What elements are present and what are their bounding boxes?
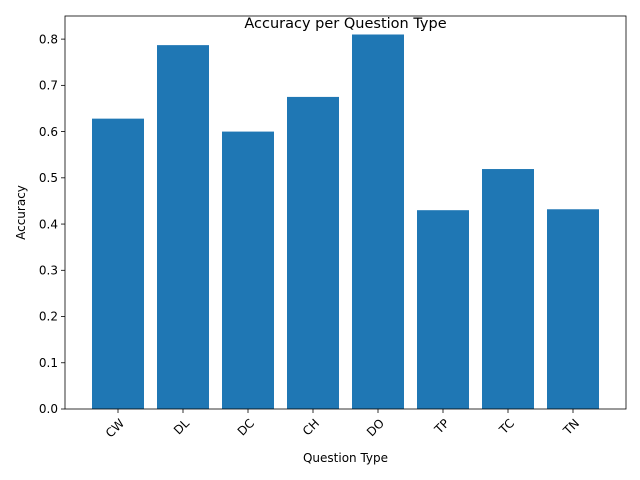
y-tick-label: 0.3 xyxy=(39,263,58,277)
x-tick-label: DC xyxy=(235,416,257,438)
y-tick-label: 0.8 xyxy=(39,32,58,46)
x-tick-label: TP xyxy=(431,416,452,437)
y-axis: 0.0 0.1 0.2 0.3 0.4 0.5 0.6 0.7 0.8 xyxy=(39,32,65,416)
bar-dl xyxy=(157,45,209,409)
y-axis-label: Accuracy xyxy=(14,185,28,240)
bar-tp xyxy=(417,210,469,409)
bars-group xyxy=(92,34,599,410)
y-tick-label: 0.1 xyxy=(39,356,58,370)
plot-frame xyxy=(64,15,627,410)
chart-title: Accuracy per Question Type xyxy=(244,16,446,32)
bar-cw xyxy=(92,118,144,410)
bar-tc xyxy=(482,169,534,409)
x-tick-label: TC xyxy=(496,416,517,437)
y-tick-label: 0.5 xyxy=(39,171,58,185)
y-tick-label: 0.6 xyxy=(39,125,58,139)
x-tick-label: TN xyxy=(560,416,582,438)
bar-ch xyxy=(287,96,339,409)
bar-tn xyxy=(547,209,599,409)
x-tick-label: CH xyxy=(300,416,322,438)
x-tick-label: CW xyxy=(103,416,127,440)
x-axis-label: Question Type xyxy=(303,451,388,465)
bar-dc xyxy=(222,131,274,409)
y-tick-label: 0.2 xyxy=(39,310,58,324)
y-tick-label: 0.0 xyxy=(39,402,58,416)
bar-do xyxy=(352,34,404,410)
x-axis: CW DL DC CH DO TP TC TN xyxy=(103,409,582,440)
y-tick-label: 0.7 xyxy=(39,79,58,93)
y-tick-label: 0.4 xyxy=(39,217,58,231)
x-tick-label: DO xyxy=(364,416,387,439)
x-tick-label: DL xyxy=(171,416,192,437)
